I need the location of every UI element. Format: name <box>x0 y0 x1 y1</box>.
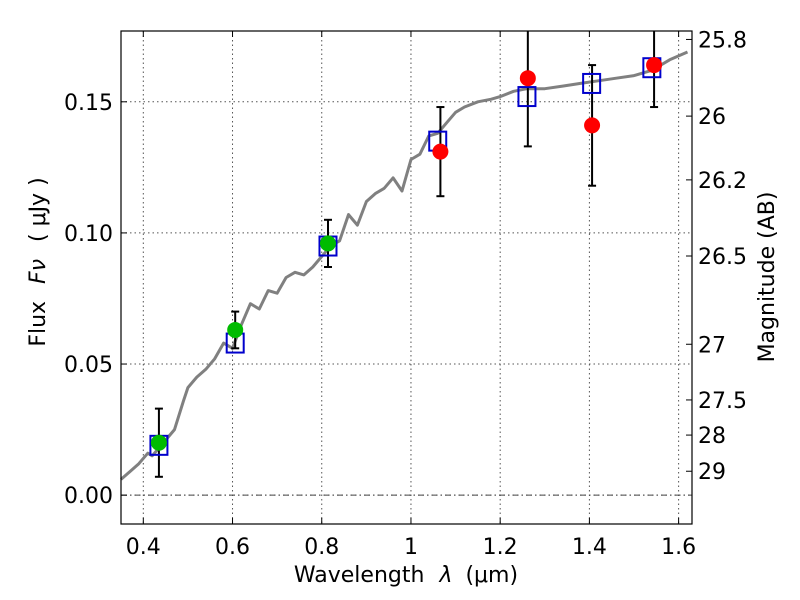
flux-point <box>150 434 167 451</box>
flux-point <box>319 235 336 252</box>
x-axis-label-text: Wavelength <box>294 563 425 588</box>
model-photometry-square <box>517 86 537 108</box>
magnitude-tick-label: 28 <box>698 424 726 449</box>
x-tick-label: 0.6 <box>215 535 250 560</box>
magnitude-axis-label: Magnitude (AB) <box>755 192 780 363</box>
flux-point <box>519 70 536 87</box>
x-axis-ticks: 0.4 0.6 0.8 1 1.2 1.4 1.6 <box>126 31 696 560</box>
x-tick-label: 0.4 <box>126 535 161 560</box>
y-tick-label: 0.05 <box>64 353 113 378</box>
x-axis-label: Wavelength λ (μm) <box>294 563 518 588</box>
flux-point <box>584 117 601 134</box>
flux-point <box>227 321 244 338</box>
y-axis-label-symbol: Fν <box>26 259 51 284</box>
y-tick-label: 0.10 <box>64 222 113 247</box>
x-tick-label: 0.8 <box>304 535 339 560</box>
magnitude-axis-ticks: 25.8 26 26.2 26.5 27 27.5 28 29 <box>686 28 747 485</box>
x-axis-label-symbol: λ <box>438 563 452 588</box>
x-tick-label: 1.6 <box>661 535 696 560</box>
x-axis-label-unit: (μm) <box>465 563 518 588</box>
magnitude-tick-label: 27 <box>698 333 726 358</box>
flux-point <box>432 143 449 160</box>
x-tick-label: 1 <box>404 535 418 560</box>
magnitude-tick-label: 26 <box>698 105 726 130</box>
y-tick-label: 0.00 <box>64 484 113 509</box>
plot-background <box>121 31 692 524</box>
observed-flux-markers <box>150 57 663 451</box>
y-tick-label: 0.15 <box>64 91 113 116</box>
y-axis-label-text: Flux <box>26 301 51 347</box>
y-axis-label-unit: ( μJy ) <box>26 177 51 242</box>
magnitude-tick-label: 26.5 <box>698 245 747 270</box>
model-photometry-square <box>582 72 602 94</box>
magnitude-tick-label: 26.2 <box>698 169 747 194</box>
y-axis-label: Flux Fν ( μJy ) <box>26 177 51 346</box>
grid-lines <box>121 31 692 524</box>
plot-frame <box>120 30 693 525</box>
x-tick-label: 1.2 <box>483 535 518 560</box>
x-tick-label: 1.4 <box>572 535 607 560</box>
flux-point <box>646 57 663 74</box>
y-axis-ticks: 0.00 0.05 0.10 0.15 <box>64 91 127 509</box>
magnitude-tick-label: 29 <box>698 460 726 485</box>
magnitude-tick-label: 27.5 <box>698 389 747 414</box>
magnitude-tick-label: 25.8 <box>698 28 747 53</box>
